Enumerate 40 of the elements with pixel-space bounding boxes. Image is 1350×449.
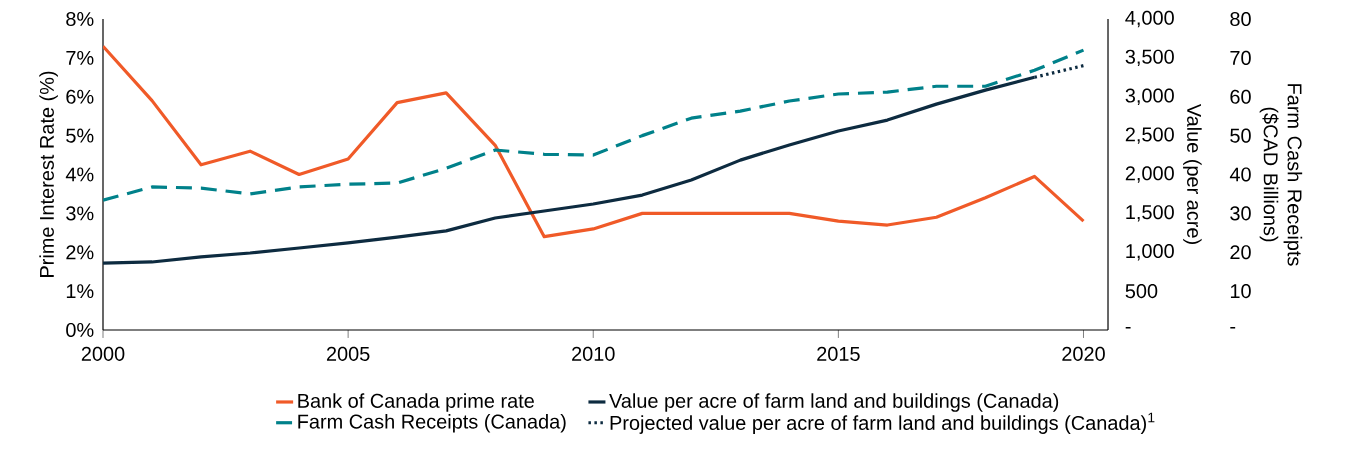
y3-tick-label: 40 [1229,167,1251,182]
y2-tick-label: - [1125,326,1131,329]
y3-tick-label: 10 [1230,284,1251,299]
y2-tick-label: 1,500 [1126,205,1174,222]
y3-tick-label: 50 [1230,128,1251,143]
y2-tick-label: 1,000 [1126,244,1174,261]
y-tick-label: 2% [66,245,94,260]
y2-tick-label: 500 [1125,284,1158,299]
legend-label: Farm Cash Receipts (Canada) [298,414,566,433]
legend-label: Projected value per acre of farm land and buildings (Canada)$^{1}$ [610,412,1155,434]
x-tick-label: 2010 [572,346,615,361]
x-tick-label: 2000 [81,346,125,361]
y2-tick-label: 2,000 [1125,166,1174,183]
y2-tick-label: 3,500 [1125,49,1174,67]
y3-tick-label: 30 [1230,206,1251,221]
legend-label: Value per acre of farm land and buildings (Canada) [609,393,1059,412]
x-tick-label: 2020 [1062,346,1105,361]
y-tick-label: 6% [66,89,94,104]
y-tick-label: 8% [66,11,94,27]
y3-tick-label: - [1230,326,1236,329]
y2-tick-label: 3,000 [1125,88,1174,105]
y3-tick-label: 60 [1230,89,1251,104]
y-tick-label: 3% [66,206,94,221]
y-tick-label: 0% [66,322,94,338]
y2-tick-label: 2,500 [1125,127,1174,144]
legend-label: Bank of Canada prime rate [298,393,534,412]
x-tick-label: 2015 [817,346,860,361]
y2-axis-title: Value (per acre) [1183,103,1202,244]
y-axis-title: Prime Interest Rate (%) [39,71,58,277]
y3-tick-label: 80 [1230,11,1251,27]
y3-tick-label: 20 [1230,245,1251,260]
line-series [103,48,1086,202]
y-tick-label: 4% [65,167,94,182]
y3-tick-label: 70 [1230,50,1251,65]
x-tick-label: 2005 [326,346,370,361]
y-tick-label: 1% [66,284,94,299]
y-tick-label: 5% [66,128,94,143]
y3-axis-title: Farm Cash Receipts ($CAD Billions) [1259,84,1303,266]
y2-tick-label: 4,000 [1125,10,1174,28]
y-tick-label: 7% [66,50,94,65]
